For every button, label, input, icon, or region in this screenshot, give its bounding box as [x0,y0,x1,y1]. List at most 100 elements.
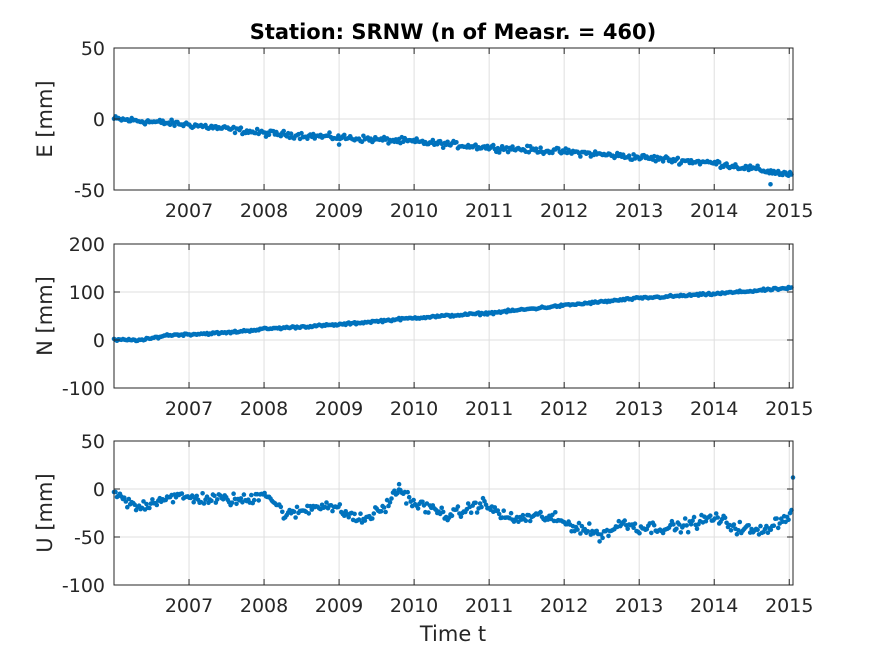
data-point [440,145,446,150]
data-point [147,505,152,511]
y-tick-label: 200 [69,234,105,256]
data-point [170,499,176,505]
data-point [632,521,638,526]
data-point [465,501,471,506]
x-tick-label: 2014 [690,200,738,222]
data-point [556,146,561,151]
data-point [499,144,505,149]
x-tick-label: 2009 [315,595,363,617]
data-point [786,517,791,523]
data-point [576,520,582,526]
data-point [694,526,700,531]
data-point [234,501,239,507]
data-point [728,528,734,533]
data-point [677,522,682,527]
data-point [454,140,459,145]
data-point [585,529,591,534]
x-tick-label: 2013 [615,595,663,617]
data-point [755,527,760,532]
data-point [455,504,461,509]
data-point [371,511,377,516]
x-tick-label: 2010 [390,595,438,617]
data-point [389,496,394,501]
data-point [231,491,236,497]
data-point [179,491,185,496]
data-point [495,508,501,513]
panel-n: 2007 2008 2009 2010 2011 2012 2013 2014 2015 -100… [33,234,813,420]
data-point [150,497,155,502]
data-point [362,518,368,523]
data-point [775,525,781,531]
data-point [254,126,260,132]
data-point [370,516,375,521]
data-point [479,504,484,510]
axes-frame [113,243,794,389]
data-point [682,516,688,521]
data-point [356,517,362,522]
y-tick-label: 100 [69,282,105,304]
x-tick-label: 2011 [465,398,513,420]
data-point [324,500,329,505]
data-point [606,533,611,539]
data-point [232,130,238,136]
data-point [649,530,654,536]
data-point [538,145,543,150]
data-point [523,518,529,523]
data-point [122,495,127,501]
data-point [212,493,217,499]
axes-layer: 2007 2008 2009 2010 2011 2012 2013 2014 2015 -50 0… [33,38,813,617]
data-point [505,149,511,155]
data-point [306,511,312,516]
data-point [172,123,177,129]
data-point [768,182,773,187]
data-point [266,132,272,138]
data-point [191,499,196,505]
data-point [533,146,539,151]
y-axis-label-n: N [mm] [33,276,57,356]
x-tick-label: 2015 [765,200,813,222]
y-axis-label-u: U [mm] [33,473,57,552]
data-point [288,131,294,136]
x-tick-label: 2010 [390,398,438,420]
data-point [238,496,244,501]
data-point [685,529,691,535]
data-point [458,514,464,519]
data-point [578,531,583,536]
data-point [473,500,478,506]
data-point [337,502,343,507]
y-tick-label: 50 [81,38,105,60]
x-axis-label: Time t [419,622,486,646]
data-point [774,516,779,521]
data-point [734,531,740,537]
data-point [731,522,737,527]
data-point [256,498,262,503]
data-point [200,491,205,496]
data-point [483,502,489,508]
data-point [404,501,409,506]
data-point [395,490,400,496]
y-tick-label: 0 [93,109,105,131]
data-point [579,523,585,529]
data-point [622,518,627,523]
x-tick-label: 2008 [240,398,288,420]
data-point [430,137,436,143]
data-point [358,511,363,516]
data-point [477,501,483,506]
data-point [281,128,287,134]
axes-frame [113,440,794,586]
data-points-n [111,284,794,344]
y-tick-label: -50 [74,527,105,549]
data-point [280,509,285,515]
y-tick-label: -100 [62,378,105,400]
x-tick-label: 2010 [390,200,438,222]
data-point [426,510,431,515]
data-point [440,509,446,515]
data-point [625,526,630,532]
data-point [327,130,332,135]
data-point [651,522,657,528]
panel-e: 2007 2008 2009 2010 2011 2012 2013 2014 2015 -50 0… [33,38,813,222]
data-point [575,527,580,532]
data-point [492,505,498,510]
x-tick-label: 2012 [540,398,588,420]
data-point [361,133,366,139]
